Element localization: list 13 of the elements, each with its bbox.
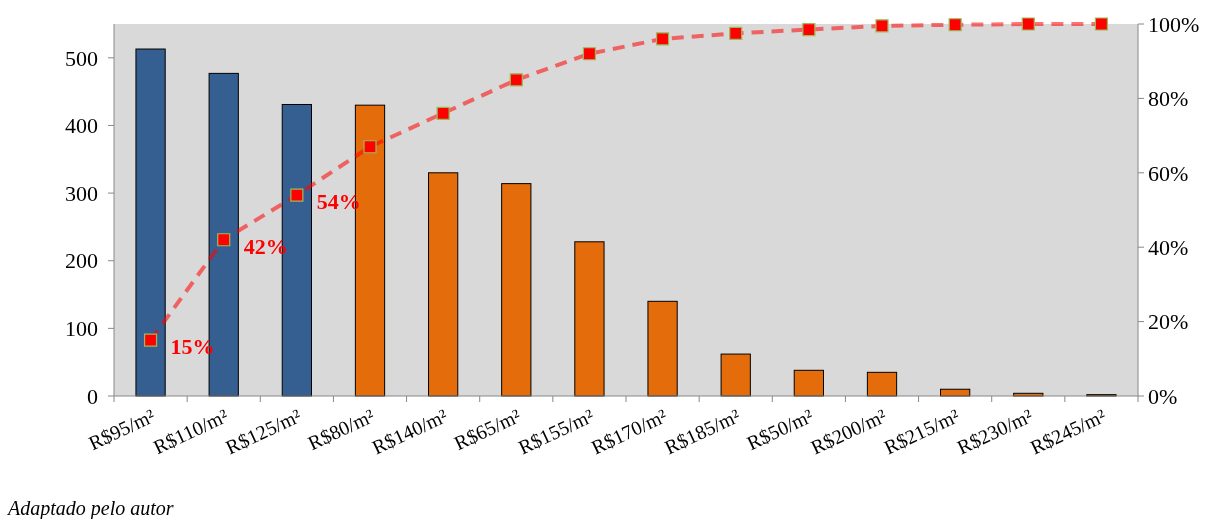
y-tick-label: 500 bbox=[65, 45, 98, 71]
y-tick-label: 0 bbox=[87, 383, 98, 409]
y2-tick-label: 40% bbox=[1148, 234, 1189, 260]
y-tick-label: 200 bbox=[65, 248, 98, 274]
y-tick-label: 300 bbox=[65, 180, 98, 206]
y2-tick-label: 100% bbox=[1148, 11, 1200, 37]
y2-tick-label: 60% bbox=[1148, 160, 1189, 186]
text: Adaptado pelo autor bbox=[6, 497, 174, 519]
y2-tick-label: 0% bbox=[1148, 383, 1178, 409]
y-tick-label: 400 bbox=[65, 113, 98, 139]
y2-tick-label: 80% bbox=[1148, 86, 1189, 112]
y2-tick-label: 20% bbox=[1148, 309, 1189, 335]
y-tick-label: 100 bbox=[65, 316, 98, 342]
